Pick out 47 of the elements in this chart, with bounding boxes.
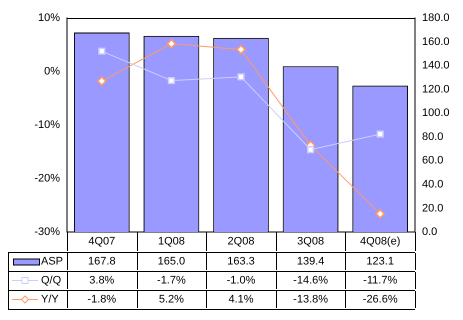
data-label: 3.8% bbox=[89, 274, 115, 287]
y2-tick-label: 160.0 bbox=[422, 36, 450, 48]
data-label: 123.1 bbox=[366, 256, 394, 268]
data-label: 5.2% bbox=[158, 294, 184, 306]
point bbox=[237, 73, 245, 80]
data-label: 165.0 bbox=[158, 256, 186, 268]
data-label: -14.6% bbox=[293, 274, 328, 287]
data-label: 167.8 bbox=[88, 256, 116, 268]
data-label: 163.3 bbox=[227, 256, 255, 268]
point bbox=[236, 44, 246, 54]
x-tick-label: 2Q08 bbox=[228, 236, 254, 248]
legend-label: ASP bbox=[41, 256, 64, 268]
data-label: -13.8% bbox=[293, 294, 328, 306]
data-label: -1.0% bbox=[226, 274, 256, 287]
data-label: 4.1% bbox=[228, 294, 254, 306]
data-label: -26.6% bbox=[362, 294, 398, 306]
data-label: 139.4 bbox=[296, 256, 324, 268]
y2-tick-label: 140.0 bbox=[422, 60, 450, 72]
y2-tick-label: 120.0 bbox=[422, 83, 450, 96]
y-tick-label: 0% bbox=[44, 66, 60, 78]
y-tick-label: -10% bbox=[34, 119, 60, 132]
y2-tick-label: 100.0 bbox=[422, 107, 450, 120]
point bbox=[97, 76, 107, 86]
y2-tick-label: 20.0 bbox=[422, 202, 444, 214]
y2-tick-label: 0.0 bbox=[422, 226, 438, 238]
legend-label: Y/Y bbox=[41, 294, 60, 306]
x-tick-label: 3Q08 bbox=[297, 236, 324, 248]
y-tick-label: 10% bbox=[38, 12, 60, 24]
point bbox=[98, 48, 106, 55]
legend-label: Q/Q bbox=[41, 274, 62, 287]
y2-tick-label: 60.0 bbox=[422, 154, 444, 167]
point bbox=[307, 146, 314, 154]
point bbox=[168, 77, 175, 84]
data-label: -11.7% bbox=[363, 274, 398, 287]
y2-tick-label: 40.0 bbox=[422, 178, 444, 190]
point bbox=[375, 209, 385, 219]
x-tick-label: 1Q08 bbox=[158, 236, 185, 248]
y-tick-label: -20% bbox=[34, 172, 60, 185]
data-label: -1.8% bbox=[87, 294, 116, 306]
x-tick-label: 4Q07 bbox=[88, 236, 116, 248]
y2-tick-label: 80.0 bbox=[422, 130, 444, 143]
y-tick-label: -30% bbox=[34, 226, 60, 238]
x-tick-label: 4Q08(e) bbox=[360, 236, 400, 248]
point bbox=[166, 38, 176, 48]
data-label: -1.7% bbox=[157, 274, 186, 287]
y2-tick-label: 180.0 bbox=[422, 12, 450, 24]
point bbox=[376, 130, 384, 138]
